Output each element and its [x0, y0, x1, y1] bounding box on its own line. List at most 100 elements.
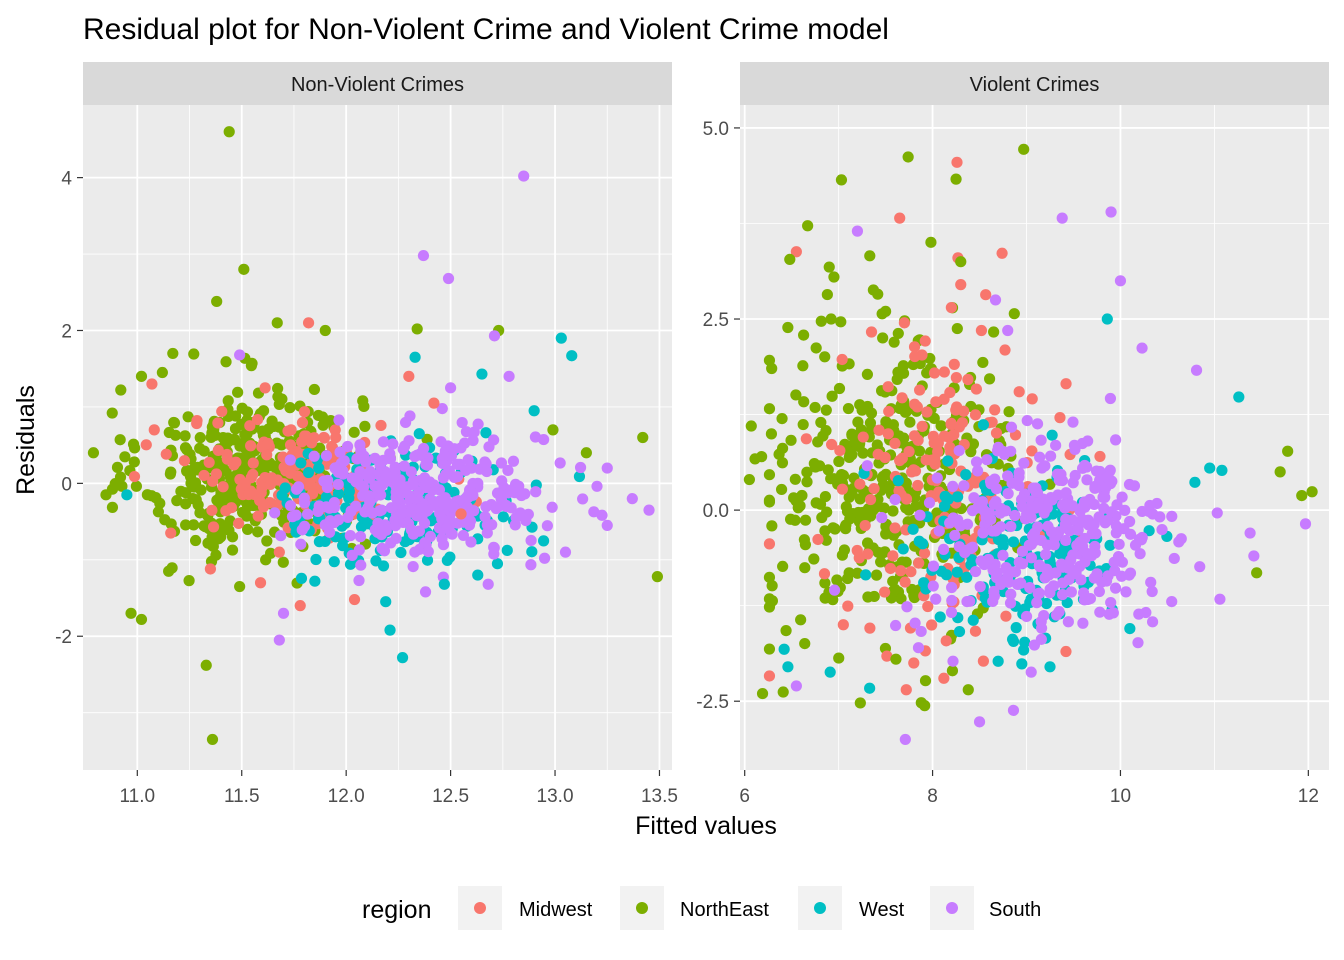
y-tick-label: 2	[61, 321, 72, 342]
point-south-non-violent-crimes	[479, 511, 491, 523]
point-northeast-violent-crimes	[784, 513, 797, 525]
point-south-violent-crimes	[1110, 434, 1122, 446]
point-south-non-violent-crimes	[284, 500, 297, 512]
point-south-non-violent-crimes	[354, 531, 367, 543]
point-west-violent-crimes	[942, 455, 954, 467]
point-midwest-non-violent-crimes	[221, 453, 233, 465]
point-south-violent-crimes	[1038, 609, 1050, 622]
point-midwest-violent-crimes	[909, 350, 921, 363]
point-south-violent-crimes	[1007, 704, 1020, 716]
point-south-violent-crimes	[1041, 502, 1053, 514]
point-south-violent-crimes	[1041, 565, 1054, 577]
point-northeast-non-violent-crimes	[202, 537, 214, 549]
point-midwest-violent-crimes	[896, 392, 908, 404]
point-midwest-violent-crimes	[883, 405, 895, 418]
point-south-violent-crimes	[1025, 538, 1038, 551]
point-midwest-violent-crimes	[908, 341, 921, 353]
point-south-non-violent-crimes	[457, 529, 470, 542]
point-west-violent-crimes	[1189, 476, 1201, 488]
point-northeast-violent-crimes	[880, 305, 892, 317]
point-northeast-violent-crimes	[946, 665, 959, 677]
point-northeast-violent-crimes	[822, 464, 834, 476]
point-south-violent-crimes	[1140, 606, 1152, 619]
point-northeast-non-violent-crimes	[156, 366, 168, 379]
point-midwest-non-violent-crimes	[244, 420, 256, 432]
point-south-non-violent-crimes	[313, 500, 325, 512]
point-midwest-violent-crimes	[1060, 378, 1072, 390]
point-south-non-violent-crimes	[481, 465, 493, 478]
point-midwest-violent-crimes	[929, 458, 941, 470]
point-northeast-violent-crimes	[775, 483, 788, 496]
point-south-non-violent-crimes	[372, 526, 384, 538]
point-northeast-non-violent-crimes	[181, 464, 193, 477]
point-south-violent-crimes	[1044, 583, 1056, 595]
point-south-violent-crimes	[901, 601, 913, 613]
point-south-violent-crimes	[953, 541, 965, 553]
point-west-non-violent-crimes	[526, 546, 538, 558]
point-northeast-violent-crimes	[867, 284, 879, 296]
point-south-violent-crimes	[1211, 507, 1223, 519]
point-northeast-non-violent-crimes	[223, 126, 235, 138]
point-west-non-violent-crimes	[295, 457, 307, 469]
point-midwest-violent-crimes	[865, 326, 878, 338]
panel-violent-crimes: Violent Crimes 6 8 10 12 -2.5 0.0 2.5 5.0	[696, 62, 1329, 807]
point-south-non-violent-crimes	[519, 488, 531, 500]
point-south-non-violent-crimes	[332, 478, 344, 490]
point-northeast-non-violent-crimes	[163, 565, 175, 577]
point-northeast-violent-crimes	[799, 539, 812, 551]
point-west-violent-crimes	[1204, 462, 1216, 474]
point-northeast-violent-crimes	[797, 360, 809, 372]
point-midwest-violent-crimes	[977, 655, 990, 667]
point-midwest-non-violent-crimes	[233, 517, 245, 530]
point-south-violent-crimes	[1069, 443, 1081, 455]
point-south-violent-crimes	[945, 606, 958, 618]
point-northeast-violent-crimes	[826, 390, 838, 402]
y-tick-label: 4	[61, 169, 72, 190]
point-northeast-violent-crimes	[921, 367, 933, 379]
point-west-non-violent-crimes	[491, 558, 504, 570]
point-midwest-violent-crimes	[859, 519, 871, 532]
point-midwest-violent-crimes	[938, 672, 950, 684]
point-midwest-violent-crimes	[989, 404, 1001, 416]
point-northeast-non-violent-crimes	[215, 531, 227, 543]
point-midwest-non-violent-crimes	[212, 444, 224, 456]
point-midwest-violent-crimes	[969, 409, 982, 421]
point-south-violent-crimes	[1000, 561, 1012, 574]
point-northeast-violent-crimes	[815, 315, 827, 327]
point-south-violent-crimes	[1094, 606, 1106, 618]
point-west-non-violent-crimes	[480, 427, 492, 439]
point-midwest-violent-crimes	[903, 445, 915, 458]
point-midwest-non-violent-crimes	[245, 440, 257, 452]
point-west-non-violent-crimes	[380, 596, 392, 608]
point-south-violent-crimes	[1011, 578, 1024, 590]
point-south-non-violent-crimes	[437, 539, 450, 551]
point-northeast-non-violent-crimes	[106, 501, 119, 513]
point-south-non-violent-crimes	[387, 438, 399, 450]
point-northeast-non-violent-crimes	[191, 461, 204, 473]
point-south-violent-crimes	[998, 448, 1011, 460]
point-south-non-violent-crimes	[377, 436, 390, 448]
point-midwest-violent-crimes	[970, 383, 982, 395]
point-south-non-violent-crimes	[444, 519, 456, 531]
point-northeast-non-violent-crimes	[348, 426, 360, 438]
point-west-non-violent-crimes	[497, 511, 509, 523]
point-northeast-violent-crimes	[833, 652, 845, 664]
point-south-violent-crimes	[933, 525, 945, 537]
legend-marker-south	[946, 902, 958, 914]
legend-marker-northeast	[636, 902, 648, 914]
point-south-non-violent-crimes	[541, 520, 553, 532]
point-northeast-non-violent-crimes	[234, 580, 246, 593]
point-south-violent-crimes	[1299, 518, 1312, 530]
point-northeast-violent-crimes	[799, 637, 811, 650]
point-midwest-violent-crimes	[945, 446, 957, 458]
point-northeast-violent-crimes	[798, 396, 810, 408]
point-south-non-violent-crimes	[399, 416, 412, 429]
point-northeast-violent-crimes	[1018, 143, 1030, 155]
point-northeast-violent-crimes	[878, 502, 890, 514]
point-midwest-non-violent-crimes	[428, 397, 440, 409]
point-midwest-violent-crimes	[912, 479, 924, 492]
point-northeast-violent-crimes	[875, 556, 887, 568]
point-west-violent-crimes	[1143, 525, 1155, 537]
point-south-non-violent-crimes	[333, 414, 345, 426]
point-midwest-non-violent-crimes	[403, 370, 415, 382]
